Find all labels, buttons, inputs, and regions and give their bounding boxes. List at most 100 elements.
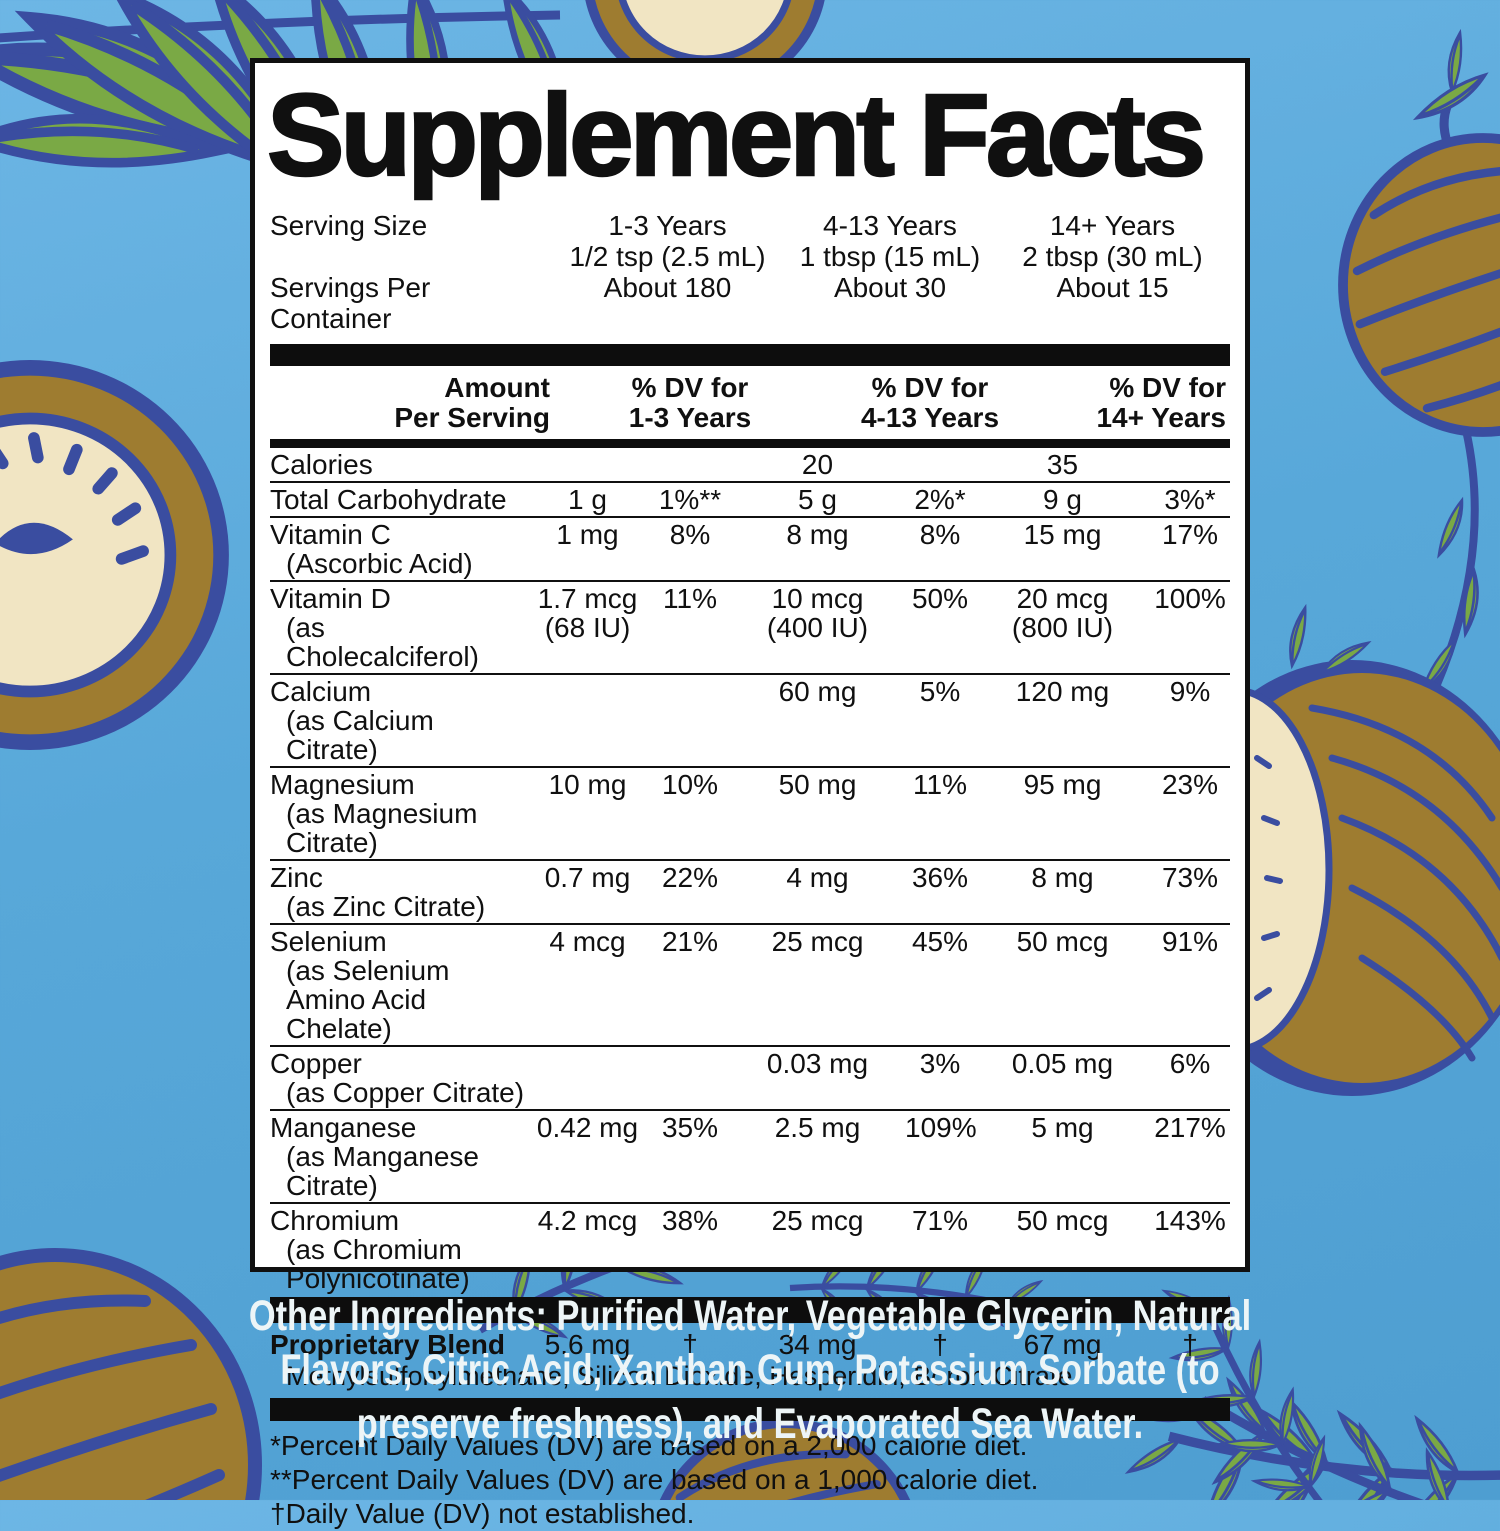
cell-sub: (as Calcium Citrate)	[286, 704, 434, 765]
cell-sub: (as Chromium Polynicotinate)	[286, 1233, 470, 1294]
cell-sub: (as Magnesium Citrate)	[286, 797, 478, 858]
cell-dv2: 36%	[911, 861, 969, 893]
cell-dv2: 3%	[919, 1047, 961, 1079]
cell-amt3b	[975, 706, 1150, 764]
cell-dv3	[1150, 450, 1230, 479]
cell-spacer	[650, 799, 730, 857]
nutrient-row: Manganese 0.42 mg 35% 2.5 mg 109% 5 mg 217% (as…	[270, 1111, 1230, 1204]
cell-dv1: 22%	[661, 861, 719, 893]
cell-amt1b	[525, 1142, 650, 1200]
cell-amt3: 15 mg	[1023, 518, 1102, 550]
cell-dv3: 23%	[1161, 768, 1219, 800]
servings-count-2: About 30	[833, 271, 947, 303]
cell-amt1	[525, 450, 650, 479]
age-group-1: 1-3 Years	[608, 209, 727, 241]
blend-amt-4-13: 34 mg	[778, 1328, 857, 1360]
header-dv3-line1: % DV for	[1109, 371, 1226, 403]
cell-amt3b	[975, 549, 1150, 578]
cell-amt3b	[975, 1078, 1150, 1107]
cell-amt2b	[730, 799, 905, 857]
nutrient-row: Calories 20 35	[270, 448, 1230, 483]
cell-dv3: 9%	[1169, 675, 1211, 707]
cell-name: Chromium	[270, 1204, 400, 1236]
cell-spacer	[650, 613, 730, 671]
nutrient-rows: Calories 20 35 Total Carbohydrate 1 g 1%** 5 g…	[270, 448, 1230, 1295]
nutrient-row: Zinc 0.7 mg 22% 4 mg 36% 8 mg 73% (as Zinc Citr…	[270, 861, 1230, 925]
age-group-2: 4-13 Years	[823, 209, 957, 241]
cell-amt2: 50 mg	[778, 768, 857, 800]
cell-amt2b	[730, 706, 905, 764]
cell-dv2: 50%	[911, 582, 969, 614]
coconut-cross-section-left	[0, 360, 229, 750]
other-ingredients-line2: Flavors, Citric Acid, Xanthan Gum, Potas…	[280, 1346, 1220, 1394]
nutrient-row: Calcium 60 mg 5% 120 mg 9% (as Calcium Citrat…	[270, 675, 1230, 768]
cell-dv3: 217%	[1154, 1111, 1226, 1143]
cell-amt2: 5 g	[798, 483, 837, 515]
cell-amt2b	[730, 549, 905, 578]
coconut-top-right	[1343, 30, 1500, 432]
cell-amt2b: (400 IU)	[766, 611, 869, 643]
cell-name: Zinc	[270, 861, 323, 893]
cell-spacer	[905, 613, 975, 671]
cell-amt2: 4 mg	[786, 861, 849, 893]
cell-sub: (as Copper Citrate)	[286, 1076, 525, 1108]
cell-spacer	[650, 549, 730, 578]
header-dv-14plus: % DV for 14+ Years	[1060, 371, 1230, 433]
cell-amt2: 0.03 mg	[766, 1047, 869, 1079]
cell-amt1: 1 mg	[556, 518, 619, 550]
nutrient-row: Total Carbohydrate 1 g 1%** 5 g 2%* 9 g 3%*	[270, 483, 1230, 518]
header-dv2-line1: % DV for	[871, 371, 989, 403]
cell-amt3: 120 mg	[1015, 675, 1110, 707]
cell-spacer	[1150, 799, 1230, 857]
cell-spacer	[650, 892, 730, 921]
cell-amt1: 4 mcg	[549, 925, 626, 957]
blend-amt-1-3: 5.6 mg	[544, 1328, 631, 1360]
header-amount-per-serving: Amount Per Serving	[270, 372, 580, 433]
cell-spacer	[650, 1142, 730, 1200]
header-amount-line2: Per Serving	[394, 401, 550, 433]
cell-amt1b: (68 IU)	[544, 611, 631, 643]
cell-amt2: 60 mg	[778, 675, 857, 707]
cell-sub: (Ascorbic Acid)	[286, 547, 473, 579]
cell-amt3b	[975, 799, 1150, 857]
other-ingredients-line1: Other Ingredients: Purified Water, Veget…	[248, 1292, 1252, 1340]
cell-amt3: 5 mg	[1031, 1111, 1094, 1143]
cell-name: Vitamin C	[270, 518, 391, 550]
header-dv-1-3: % DV for 1-3 Years	[580, 372, 800, 433]
cell-dv3: 3%*	[1164, 483, 1216, 515]
cell-amt3: 8 mg	[1031, 861, 1094, 893]
proprietary-blend-row: Proprietary Blend 5.6 mg † 34 mg † 67 mg…	[270, 1323, 1230, 1396]
footnote-dv-not-established: †Daily Value (DV) not established.	[270, 1497, 695, 1529]
cell-dv2: 109%	[905, 1111, 977, 1143]
nutrient-row: Vitamin D 1.7 mcg 11% 10 mcg 50% 20 mcg 100% (a…	[270, 582, 1230, 675]
servings-per-container-label: Servings Per Container	[270, 271, 431, 334]
cell-dv2	[905, 450, 975, 479]
cell-amt1b	[525, 1235, 650, 1293]
cell-dv1: 38%	[661, 1204, 719, 1236]
cell-amt2: 2.5 mg	[774, 1111, 861, 1143]
cell-spacer	[1150, 892, 1230, 921]
cell-amt1: 0.7 mg	[544, 861, 631, 893]
cell-amt2b	[730, 892, 905, 921]
cell-amt3b	[975, 1235, 1150, 1293]
cell-spacer	[905, 892, 975, 921]
cell-dv3: 17%	[1161, 518, 1219, 550]
cell-dv2: 11%	[913, 768, 967, 800]
cell-name: Total Carbohydrate	[270, 483, 507, 515]
cell-amt1	[525, 677, 650, 706]
cell-dv1: 10%	[661, 768, 719, 800]
serving-info: Serving Size 1-3 Years 4-13 Years 14+ Ye…	[270, 210, 1230, 334]
cell-amt1b	[525, 799, 650, 857]
cell-dv3: 100%	[1154, 582, 1226, 614]
coconut-bottom-center	[650, 1423, 920, 1500]
serving-size-2: 1 tbsp (15 mL)	[799, 240, 981, 272]
cell-spacer	[905, 1142, 975, 1200]
cell-amt3: 20 mcg	[1016, 582, 1109, 614]
cell-amt3b	[975, 1142, 1150, 1200]
cell-dv1	[650, 1049, 730, 1078]
cell-amt1: 1.7 mcg	[537, 582, 638, 614]
cell-spacer	[905, 1235, 975, 1293]
nutrient-row: Selenium 4 mcg 21% 25 mcg 45% 50 mcg 91% (as Se…	[270, 925, 1230, 1047]
cell-dv3: 6%	[1169, 1047, 1211, 1079]
cell-name: Calcium	[270, 675, 372, 707]
